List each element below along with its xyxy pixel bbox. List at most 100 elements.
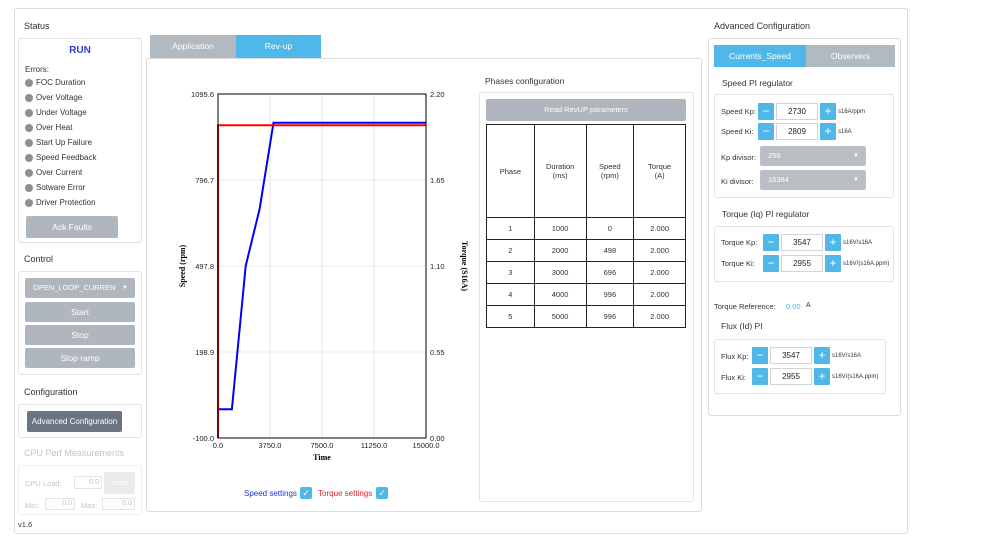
flux-kp-increment[interactable]: + (814, 347, 830, 364)
flux-kp-unit: s16V/s16A (832, 353, 862, 359)
cell-torque[interactable]: 2.000 (633, 283, 686, 306)
cell-duration[interactable]: 2000 (533, 239, 587, 262)
cell-duration[interactable]: 3000 (533, 261, 587, 284)
error-item: Start Up Failure (25, 135, 97, 150)
tab-application[interactable]: Application (150, 35, 236, 58)
y-axis-label: Speed (rpm) (178, 244, 187, 287)
cell-speed[interactable]: 696 (585, 261, 635, 284)
kp-divisor-select[interactable]: 256 ▼ (760, 146, 866, 166)
table-header-row: Phase Duration (ms) Speed (rpm) Torque (… (486, 124, 686, 218)
torque-settings-checkbox[interactable]: ✓ (376, 487, 388, 499)
cpu-reset-button[interactable]: reset (104, 472, 135, 494)
cell-phase: 1 (486, 217, 535, 240)
speed-ki-increment[interactable]: + (820, 123, 836, 140)
torque-reference-value[interactable]: 0.00 (786, 302, 801, 311)
minus-icon: − (762, 104, 770, 118)
speed-settings-checkbox[interactable]: ✓ (300, 487, 312, 499)
speed-ki-decrement[interactable]: − (758, 123, 774, 140)
cell-speed[interactable]: 0 (585, 217, 635, 240)
flux-ki-decrement[interactable]: − (752, 368, 768, 385)
x-tick-label: 3750.0 (259, 441, 282, 450)
y-tick-label: -100.0 (193, 434, 214, 443)
chevron-down-icon: ▼ (122, 285, 128, 291)
speed-kp-input[interactable]: 2730 (776, 103, 818, 120)
speed-ki-unit: s16A (838, 129, 852, 135)
y-tick-label: 198.9 (195, 348, 214, 357)
error-item: Sotware Error (25, 180, 97, 195)
plus-icon: + (824, 104, 832, 118)
led-icon (25, 183, 33, 192)
speed-kp-label: Speed Kp: (721, 107, 757, 116)
tab-revup[interactable]: Rev-up (236, 35, 321, 58)
y2-tick-label: 0.00 (430, 434, 445, 443)
led-icon (25, 198, 33, 207)
torque-ki-increment[interactable]: + (825, 255, 841, 272)
cell-phase: 2 (486, 239, 535, 262)
flux-ki-input[interactable]: 2955 (770, 368, 812, 385)
control-panel: OPEN_LOOP_CURREN ▼ Start Stop Stop ramp (18, 271, 142, 375)
led-icon (25, 78, 33, 87)
cell-duration[interactable]: 5000 (533, 305, 587, 328)
torque-kp-decrement[interactable]: − (763, 234, 779, 251)
tab-observers[interactable]: Observers (806, 45, 895, 67)
header-phase: Phase (486, 124, 535, 218)
cell-speed[interactable]: 996 (585, 283, 635, 306)
control-mode-value: OPEN_LOOP_CURREN (33, 283, 116, 292)
plus-icon: + (829, 235, 837, 249)
stop-button[interactable]: Stop (25, 325, 135, 345)
plus-icon: + (818, 369, 826, 383)
speed-ki-label: Speed Ki: (721, 127, 754, 136)
flux-kp-decrement[interactable]: − (752, 347, 768, 364)
errors-label: Errors: (25, 65, 49, 74)
tab-currents-speed[interactable]: Currents_Speed (714, 45, 806, 67)
stop-ramp-button[interactable]: Stop ramp (25, 348, 135, 368)
control-mode-select[interactable]: OPEN_LOOP_CURREN ▼ (25, 278, 135, 298)
minus-icon: − (767, 235, 775, 249)
torque-settings-label: Torque settings (318, 489, 373, 498)
speed-kp-increment[interactable]: + (820, 103, 836, 120)
status-panel: RUN Errors: FOC Duration Over Voltage Un… (18, 38, 142, 243)
start-button[interactable]: Start (25, 302, 135, 322)
cell-torque[interactable]: 2.000 (633, 239, 686, 262)
error-item: Speed Feedback (25, 150, 97, 165)
cell-speed[interactable]: 498 (585, 239, 635, 262)
flux-ki-increment[interactable]: + (814, 368, 830, 385)
cell-torque[interactable]: 2.000 (633, 305, 686, 328)
cell-speed[interactable]: 996 (585, 305, 635, 328)
error-item: Driver Protection (25, 195, 97, 210)
cell-duration[interactable]: 4000 (533, 283, 587, 306)
y2-tick-label: 2.20 (430, 90, 445, 99)
cpu-load-value: 0.0 (74, 476, 102, 489)
version-label: v1.6 (18, 520, 33, 529)
cell-torque[interactable]: 2.000 (633, 217, 686, 240)
torque-ki-input[interactable]: 2955 (781, 255, 823, 272)
ki-divisor-value: 16384 (768, 175, 789, 184)
x-tick-label: 11250.0 (361, 441, 388, 450)
torque-series-line (217, 124, 426, 438)
torque-kp-increment[interactable]: + (825, 234, 841, 251)
flux-kp-input[interactable]: 3547 (770, 347, 812, 364)
y-tick-label: 796.7 (195, 176, 214, 185)
x-axis-label: Time (313, 453, 331, 462)
cell-duration[interactable]: 1000 (533, 217, 587, 240)
flux-ki-unit: s16V/(s16A.ppm) (832, 374, 879, 380)
ki-divisor-select[interactable]: 16384 ▼ (760, 170, 866, 190)
x-tick-label: 15000.0 (412, 441, 439, 450)
check-icon: ✓ (378, 488, 386, 498)
cell-torque[interactable]: 2.000 (633, 261, 686, 284)
advanced-configuration-button[interactable]: Advanced Configuration (27, 411, 122, 432)
torque-ki-decrement[interactable]: − (763, 255, 779, 272)
chevron-down-icon: ▼ (853, 177, 859, 183)
control-title: Control (24, 254, 54, 264)
table-row: 5 5000 996 2.000 (486, 305, 686, 328)
ack-faults-button[interactable]: Ack Faults (26, 216, 118, 238)
speed-ki-input[interactable]: 2809 (776, 123, 818, 140)
status-title: Status (24, 21, 50, 31)
read-revup-button[interactable]: Read RevUP parameters (486, 99, 686, 121)
torque-kp-input[interactable]: 3547 (781, 234, 823, 251)
torque-reference-label: Torque Reference: (714, 302, 776, 311)
led-icon (25, 138, 33, 147)
error-item: Over Heat (25, 120, 97, 135)
speed-kp-decrement[interactable]: − (758, 103, 774, 120)
phases-config-title: Phases configuration (485, 76, 565, 86)
